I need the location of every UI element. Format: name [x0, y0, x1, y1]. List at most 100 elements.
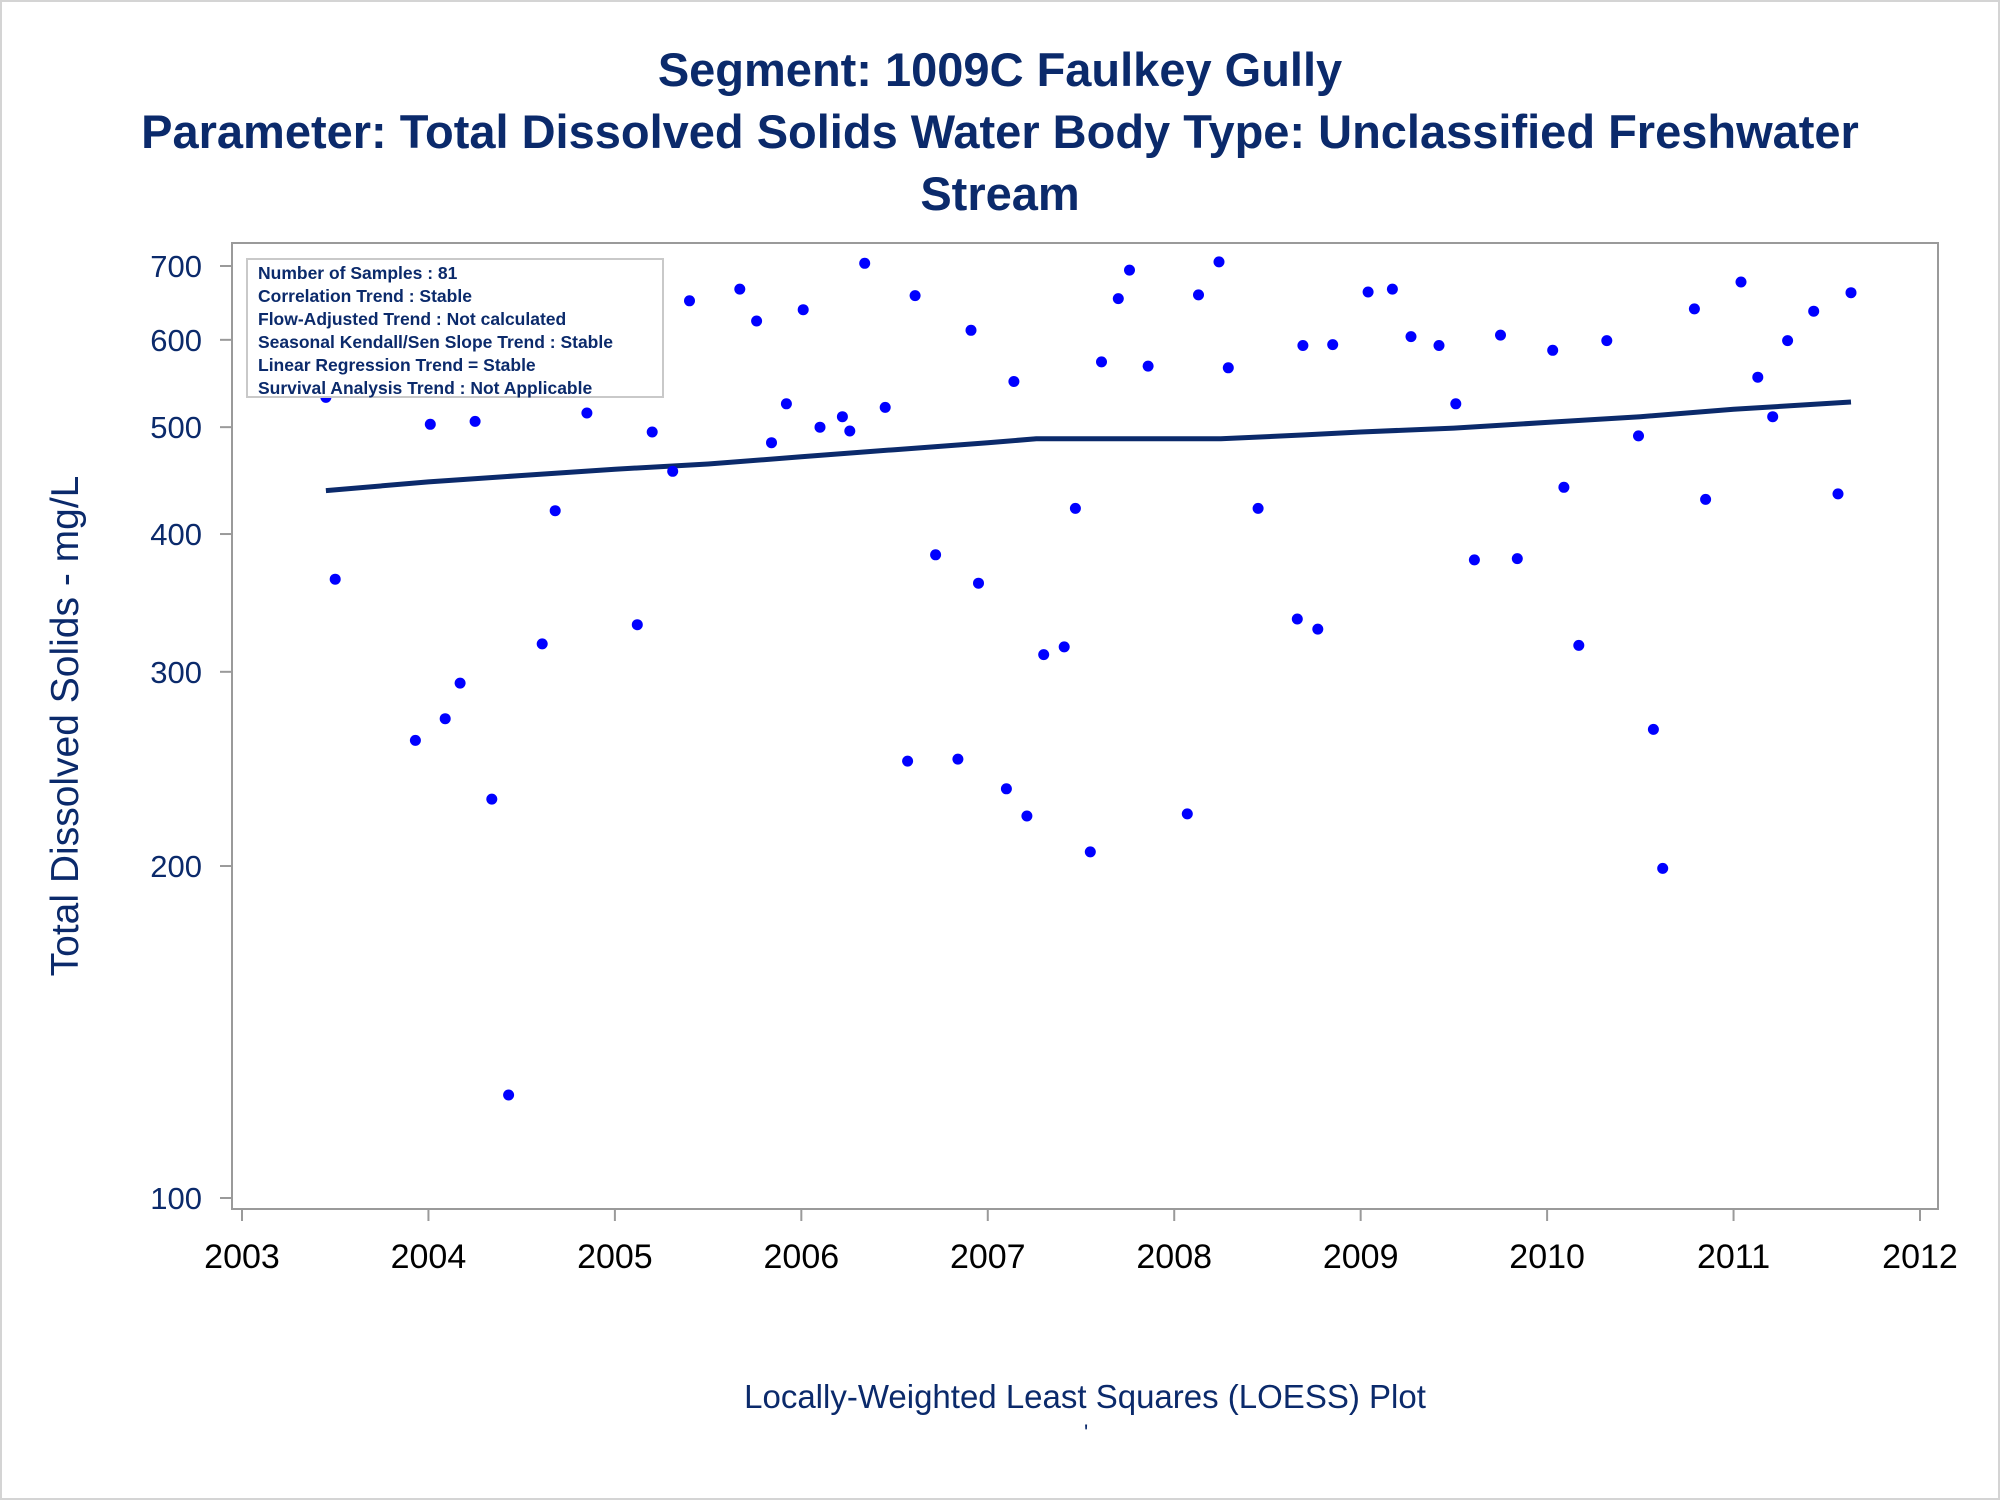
y-tick-label: 600	[150, 323, 202, 358]
data-point	[1547, 344, 1559, 356]
data-point	[1468, 554, 1480, 566]
x-tick-label: 2011	[1697, 1238, 1770, 1276]
data-point	[486, 793, 498, 805]
data-point	[409, 734, 421, 746]
chart-subtitle: Parameter: Total Dissolved Solids Water …	[141, 105, 1859, 158]
data-point	[1312, 623, 1324, 635]
data-point	[1291, 613, 1303, 625]
data-point	[1782, 335, 1794, 347]
stat-flow-adjusted-trend: Flow-Adjusted Trend : Not calculated	[258, 309, 567, 329]
points-layer	[320, 256, 1857, 1101]
plot-footnote: Locally-Weighted Least Squares (LOESS) P…	[744, 1378, 1426, 1415]
x-tick-label: 2004	[391, 1238, 467, 1276]
data-point	[1084, 846, 1096, 858]
data-point	[1433, 340, 1445, 351]
data-point	[1058, 641, 1070, 653]
data-point	[902, 755, 914, 767]
data-point	[844, 425, 856, 437]
data-point	[454, 677, 466, 689]
data-point	[814, 421, 826, 433]
y-tick-label: 200	[150, 849, 202, 884]
x-tick-label: 2009	[1323, 1238, 1399, 1276]
data-point	[836, 411, 848, 423]
y-tick-label: 400	[150, 517, 202, 552]
data-point	[646, 426, 658, 438]
data-point	[1688, 303, 1700, 315]
y-tick-label: 300	[150, 655, 202, 690]
data-point	[1000, 783, 1012, 795]
data-point	[1362, 286, 1374, 298]
x-tick-label: 2005	[577, 1238, 653, 1276]
data-point	[1845, 287, 1857, 299]
data-point	[1647, 723, 1659, 735]
data-point	[1495, 329, 1506, 341]
y-tick-label: 700	[150, 249, 202, 284]
y-axis: 100 200 300 400 500 600 700	[150, 249, 232, 1216]
data-point	[1700, 493, 1712, 505]
y-axis-label: Total Dissolved Solids - mg/L	[44, 476, 87, 977]
data-point	[734, 283, 746, 295]
data-point	[329, 573, 341, 585]
stat-correlation-trend: Correlation Trend : Stable	[258, 286, 472, 306]
loess-layer	[325, 399, 1852, 494]
x-tick-label: 2012	[1882, 1238, 1958, 1276]
data-point	[581, 407, 593, 419]
data-point	[1193, 289, 1204, 301]
data-point	[631, 619, 643, 631]
data-point	[1808, 305, 1820, 317]
data-point	[439, 713, 451, 725]
data-point	[1142, 360, 1154, 372]
x-tick-label: 2006	[764, 1238, 840, 1276]
x-tick-label: 2007	[950, 1238, 1026, 1276]
y-tick-label: 100	[150, 1181, 202, 1216]
data-point	[469, 415, 481, 427]
data-point	[1573, 639, 1585, 651]
data-point	[1297, 340, 1309, 351]
data-point	[1096, 356, 1107, 368]
data-point	[965, 324, 977, 336]
x-axis: 2003 2004 2005 2006 2007 2008 2009 2010 2011 2012	[204, 1209, 1958, 1276]
data-point	[1633, 430, 1644, 442]
data-point	[1832, 488, 1844, 500]
data-point	[1657, 862, 1669, 874]
data-point	[1252, 502, 1264, 514]
data-point	[424, 418, 436, 430]
data-point	[879, 401, 891, 413]
data-point	[1008, 376, 1020, 387]
data-point	[952, 753, 964, 765]
data-point	[1601, 335, 1613, 347]
data-point	[1327, 339, 1339, 351]
data-point	[780, 398, 792, 410]
data-point	[1222, 362, 1234, 374]
data-point	[1181, 808, 1193, 820]
y-tick-label: 500	[150, 410, 202, 445]
data-point	[766, 437, 777, 449]
stat-seasonal-kendall-trend: Seasonal Kendall/Sen Slope Trend : Stabl…	[258, 332, 613, 352]
data-point	[1558, 481, 1570, 493]
data-point	[1386, 283, 1398, 295]
plot-area	[231, 242, 1939, 1210]
chart-subtitle-continued: Stream	[920, 167, 1080, 220]
stat-survival-analysis-trend: Survival Analysis Trend : Not Applicable	[258, 378, 593, 398]
x-tick-label: 2010	[1509, 1238, 1585, 1276]
trend-statistics-box: Number of Samples : 81 Correlation Trend…	[246, 258, 664, 398]
data-point	[973, 577, 984, 589]
data-point	[503, 1089, 515, 1101]
data-point	[536, 638, 548, 650]
stat-linear-regression-trend: Linear Regression Trend = Stable	[258, 355, 536, 375]
data-point	[1021, 810, 1033, 822]
x-tick-label: 2003	[204, 1238, 280, 1276]
data-point	[1511, 553, 1523, 565]
data-point	[1735, 276, 1747, 288]
data-point	[549, 505, 561, 517]
data-point	[1405, 331, 1417, 343]
data-point	[1450, 398, 1462, 410]
data-point	[751, 315, 763, 327]
data-point	[859, 257, 871, 269]
data-point	[1069, 502, 1081, 514]
stat-sample-count: Number of Samples : 81	[258, 263, 458, 283]
data-point	[1752, 371, 1764, 383]
x-tick-label: 2008	[1136, 1238, 1212, 1276]
